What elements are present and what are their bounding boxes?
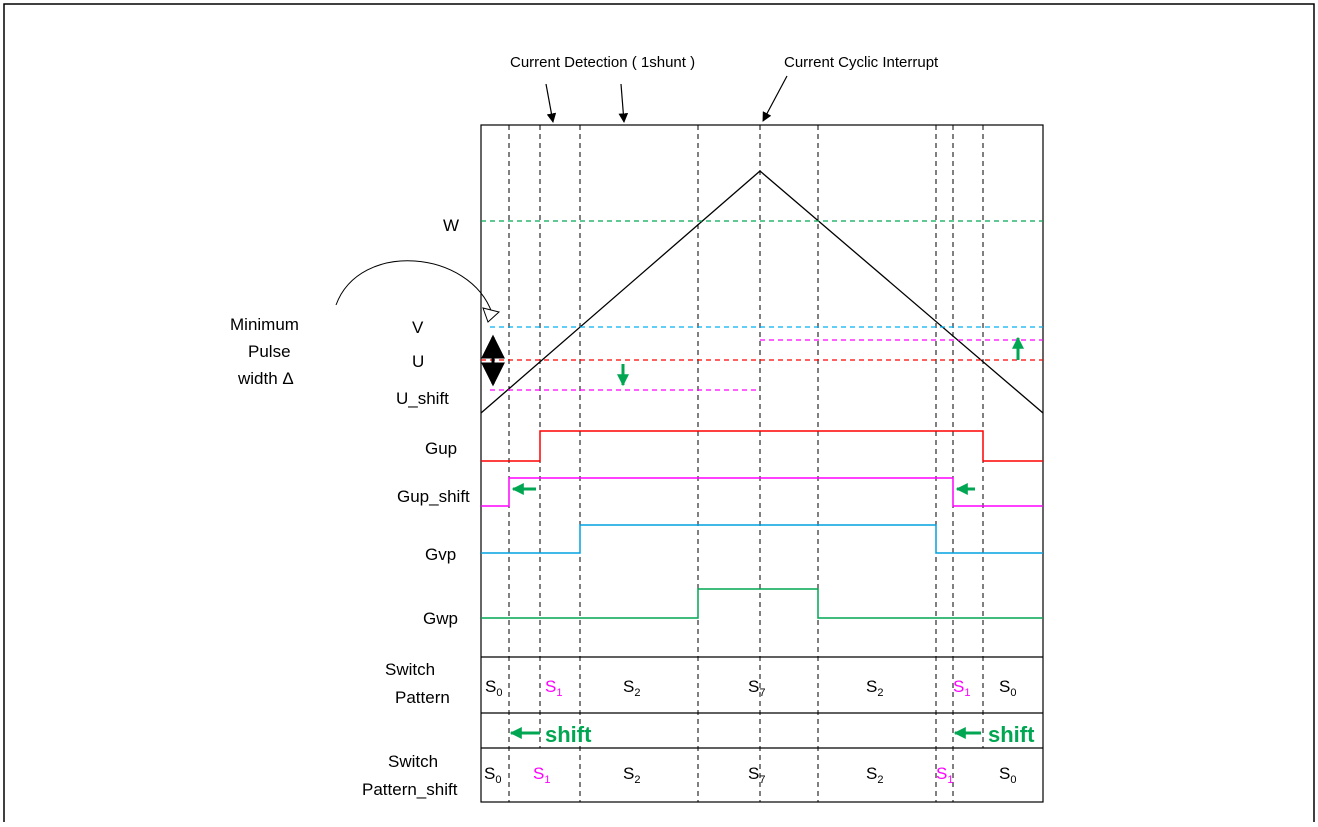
current-detection-label: Current Detection ( 1shunt ) [510,54,695,71]
gwp-waveform [481,588,1043,619]
switch-pattern-shift-cell: S1 [936,764,953,786]
min-pulse-label-2: Pulse [248,342,291,361]
current-cyclic-interrupt-label: Current Cyclic Interrupt [784,54,939,71]
page-border [3,3,1315,822]
detection-arrow-2 [618,83,629,123]
switch-pattern-cell: S2 [866,677,883,699]
switch-pattern-shift-label-2: Pattern_shift [362,780,458,799]
gup-shift-waveform [481,477,1043,507]
min-pulse-hollow-arrowhead [482,307,501,323]
switch-pattern-cell: S0 [485,677,502,699]
w-level-label: W [443,216,459,235]
switch-pattern-shift-cell: S0 [999,764,1016,786]
switch-pattern-label-2: Pattern [395,688,450,707]
shift-label-2: shift [988,722,1035,747]
gwp-label: Gwp [423,609,458,628]
switch-pattern-shift-cell: S1 [533,764,550,786]
switch-pattern-label-1: Switch [385,660,435,679]
time-boundaries [508,125,984,802]
min-pulse-curve [335,260,493,314]
switch-pattern-cell: S0 [999,677,1016,699]
gup-waveform [481,430,1043,462]
switch-pattern-cell: S1 [545,677,562,699]
gvp-label: Gvp [425,545,456,564]
min-pulse-label-3: width Δ [237,369,294,388]
switch-pattern-shift-cell: S0 [484,764,501,786]
switch-pattern-cell: S7 [748,677,765,699]
switch-pattern-cell: S1 [953,677,970,699]
u-shift-level-label: U_shift [396,389,449,408]
gup-shift-label: Gup_shift [397,487,470,506]
switch-pattern-shift-cell: S2 [866,764,883,786]
switch-pattern-shift-cell: S7 [748,764,765,786]
switch-pattern-shift-cell: S2 [623,764,640,786]
gup-label: Gup [425,439,457,458]
shift-label-1: shift [545,722,592,747]
min-pulse-label-1: Minimum [230,315,299,334]
switch-pattern-row: S0 S1 S2 S7 S2 S1 S0 [485,677,1016,699]
v-level-label: V [412,318,424,337]
switch-pattern-cell: S2 [623,677,640,699]
carrier-triangle [480,170,1044,414]
u-level-label: U [412,352,424,371]
switch-pattern-shift-label-1: Switch [388,752,438,771]
detection-arrow-1 [545,83,557,123]
timing-frame [480,124,1044,803]
switch-pattern-shift-row: S0 S1 S2 S7 S2 S1 S0 [484,764,1016,786]
interrupt-arrow [762,75,788,122]
gvp-waveform [481,524,1043,554]
u-shift-level-line [490,339,1043,391]
